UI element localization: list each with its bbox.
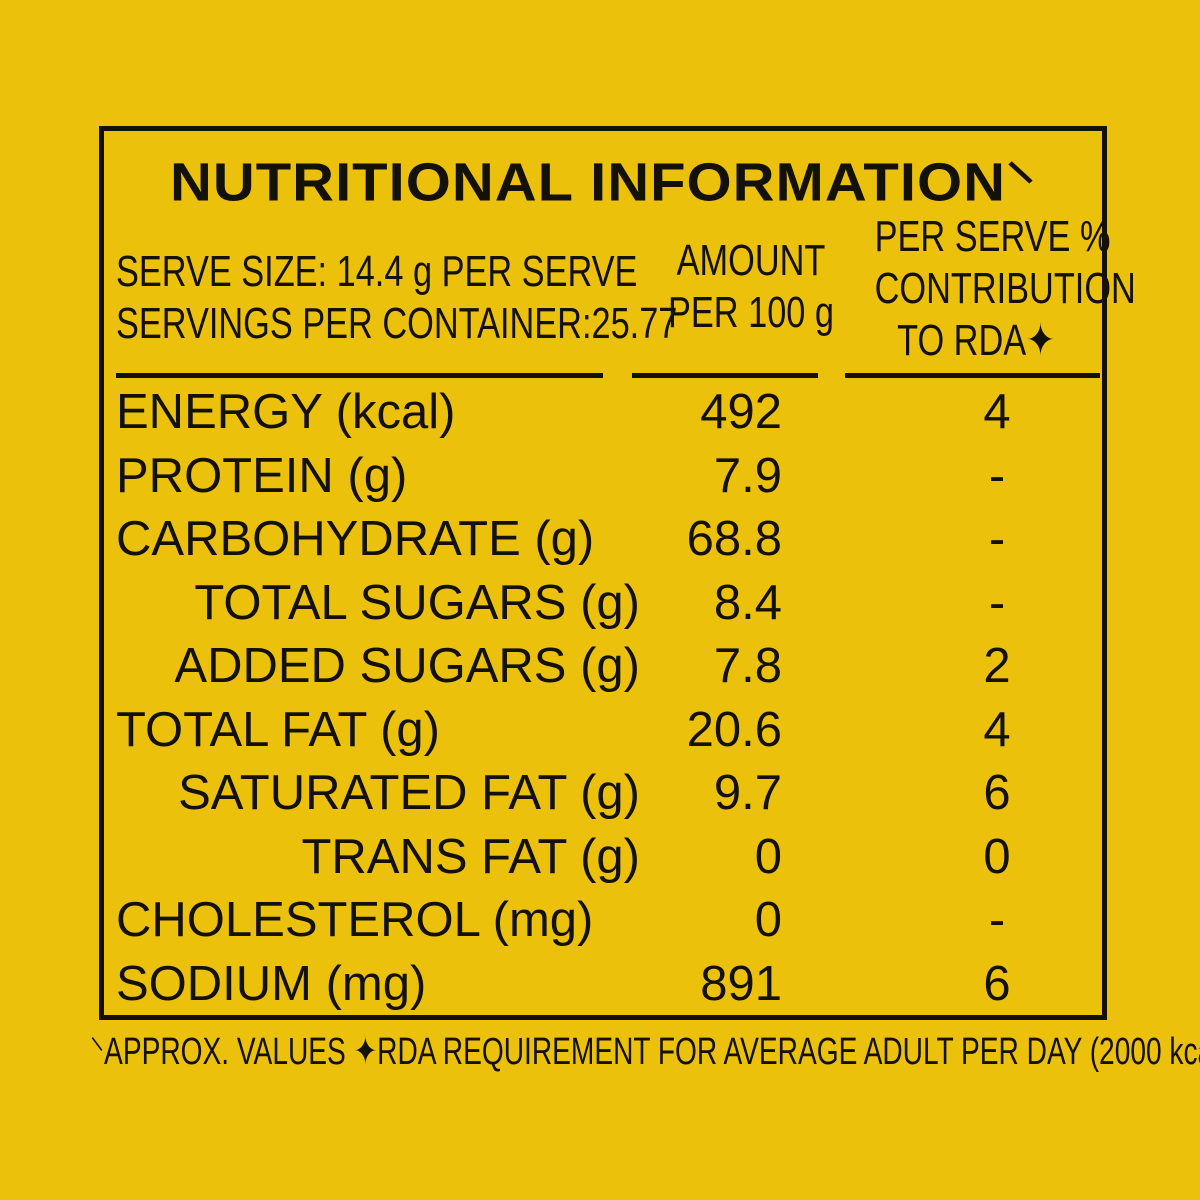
table-row: TOTAL FAT (g) 20.6 4 — [104, 699, 1102, 763]
amount-value: 8.4 — [713, 575, 782, 630]
amount-value: 20.6 — [686, 702, 782, 757]
serve-size: SERVE SIZE: 14.4 g PER SERVE — [116, 247, 638, 296]
amount-column-header: AMOUNT PER 100 g — [657, 235, 844, 339]
amount-value: 891 — [700, 956, 782, 1011]
rda-header-line-3: TO RDA✦ — [897, 316, 1055, 365]
panel-title: NUTRITIONAL INFORMATION⸌ — [104, 155, 1102, 210]
title-text: NUTRITIONAL INFORMATION — [169, 152, 1006, 213]
amount-header-line-2: PER 100 g — [668, 288, 834, 337]
footnote: ⸌APPROX. VALUES ✦RDA REQUIREMENT FOR AVE… — [90, 1031, 1200, 1073]
nutrient-label: SODIUM (mg) — [116, 956, 427, 1011]
header-rule-rda — [845, 373, 1100, 378]
table-row: CHOLESTEROL (mg) 0 - — [104, 889, 1102, 953]
table-row: PROTEIN (g) 7.9 - — [104, 445, 1102, 509]
rda-value: - — [988, 893, 1006, 947]
table-row: CARBOHYDRATE (g) 68.8 - — [104, 508, 1102, 572]
rda-value: - — [988, 575, 1006, 630]
rda-value: 4 — [983, 385, 1011, 439]
nutrient-label: ADDED SUGARS (g) — [174, 639, 640, 693]
nutrient-label: PROTEIN (g) — [116, 448, 408, 503]
amount-value: 9.7 — [713, 766, 782, 820]
rda-value: 0 — [983, 829, 1011, 884]
nutrient-label: TRANS FAT (g) — [301, 829, 640, 884]
nutrition-panel: NUTRITIONAL INFORMATION⸌ SERVE SIZE: 14.… — [99, 126, 1136, 1020]
servings-per-container: SERVINGS PER CONTAINER:25.77 — [116, 299, 678, 348]
approx-mark-icon: ⸌ — [1005, 152, 1036, 213]
rda-value: - — [988, 512, 1006, 566]
header-rule-serving — [116, 373, 603, 378]
table-row: TRANS FAT (g) 0 0 — [104, 826, 1102, 890]
amount-value: 7.8 — [713, 639, 782, 693]
table-row: ENERGY (kcal) 492 4 — [104, 381, 1102, 445]
table-row: SATURATED FAT (g) 9.7 6 — [104, 762, 1102, 826]
rda-header-line-2: CONTRIBUTION — [874, 264, 1136, 313]
nutrient-label: SATURATED FAT (g) — [178, 766, 640, 820]
nutrient-label: CARBOHYDRATE (g) — [116, 512, 595, 566]
rda-value: 2 — [983, 639, 1011, 693]
table-row: ADDED SUGARS (g) 7.8 2 — [104, 635, 1102, 699]
nutrient-label: TOTAL FAT (g) — [116, 702, 441, 757]
rda-value: - — [988, 448, 1006, 503]
amount-value: 68.8 — [686, 512, 782, 566]
amount-value: 0 — [754, 829, 782, 884]
table-row: SODIUM (mg) 891 6 — [104, 953, 1102, 1017]
nutrient-label: CHOLESTEROL (mg) — [116, 893, 594, 947]
serving-info: SERVE SIZE: 14.4 g PER SERVE SERVINGS PE… — [116, 246, 677, 350]
amount-header-line-1: AMOUNT — [676, 236, 826, 285]
rda-column-header: PER SERVE % CONTRIBUTION TO RDA✦ — [874, 211, 1136, 367]
nutrient-table: ENERGY (kcal) 492 4 PROTEIN (g) 7.9 - CA… — [104, 381, 1102, 1016]
amount-value: 0 — [754, 893, 782, 947]
table-row: TOTAL SUGARS (g) 8.4 - — [104, 572, 1102, 636]
rda-value: 6 — [983, 766, 1011, 820]
rda-value: 4 — [983, 702, 1011, 757]
amount-value: 7.9 — [713, 448, 782, 503]
rda-value: 6 — [983, 956, 1011, 1011]
header-rule-amount — [632, 373, 818, 378]
nutrient-label: ENERGY (kcal) — [116, 385, 456, 439]
nutrient-label: TOTAL SUGARS (g) — [194, 575, 640, 630]
rda-header-line-1: PER SERVE % — [874, 212, 1111, 261]
amount-value: 492 — [700, 385, 782, 439]
